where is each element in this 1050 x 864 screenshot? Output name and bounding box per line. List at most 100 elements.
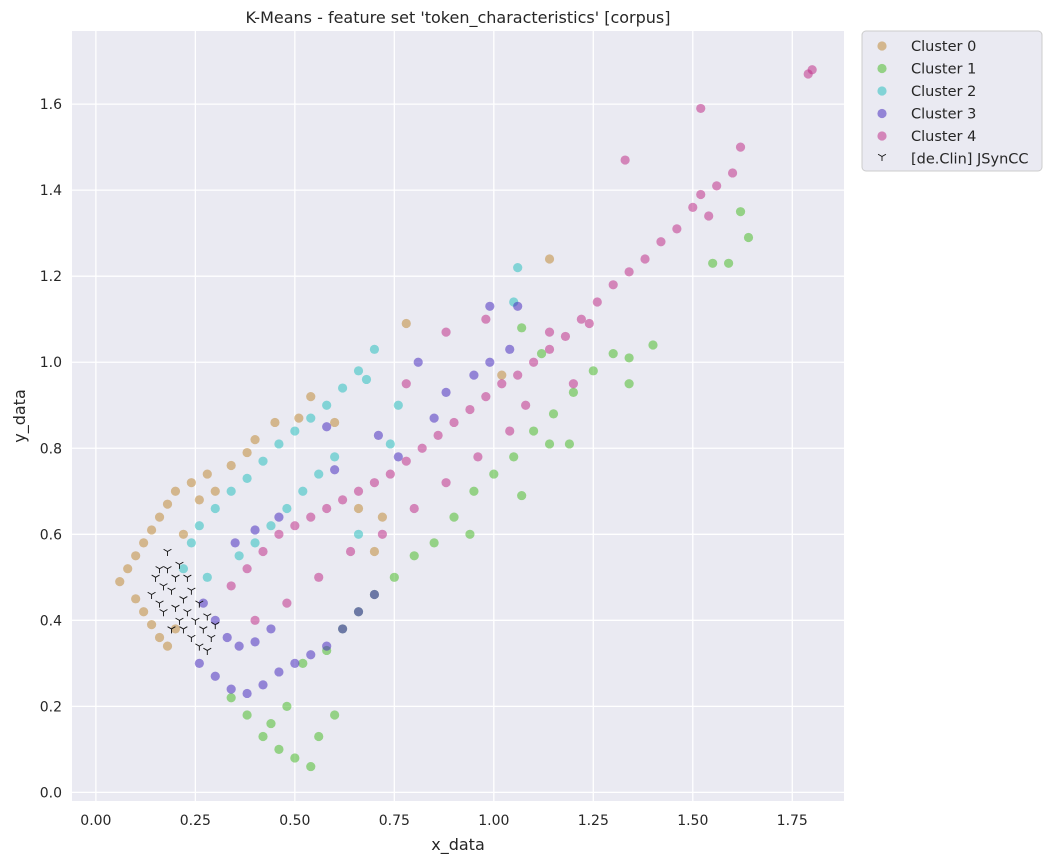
data-point [207,634,216,643]
data-point [258,456,268,466]
data-point [529,426,539,436]
data-point [513,301,523,311]
data-point [170,486,181,496]
data-point [250,615,260,625]
data-point [735,142,746,152]
data-point [306,413,316,423]
data-point [353,607,364,617]
data-point [568,387,579,397]
chart-title: K-Means - feature set 'token_characteris… [245,8,670,28]
data-point [401,318,411,329]
data-point [529,357,539,367]
data-point [688,202,698,212]
data-point [696,103,706,114]
data-point [322,641,332,651]
data-point [322,503,332,514]
legend-label: Cluster 0 [911,39,976,55]
data-point [183,574,192,582]
data-point [186,538,196,548]
legend-label: Cluster 4 [911,129,976,145]
data-point [807,65,817,75]
legend-marker [877,63,887,74]
data-point [290,426,300,436]
data-point [648,340,658,350]
data-point [151,574,160,582]
data-point [314,572,324,582]
data-point [353,529,364,539]
data-point [183,609,192,617]
data-point [337,624,348,634]
data-point [178,529,189,539]
y-tick-label: 1.4 [40,183,62,199]
data-point [568,379,579,389]
data-point [584,318,594,329]
data-point [234,551,244,561]
x-tick-label: 1.75 [777,813,808,829]
data-point [274,744,284,754]
data-point [258,546,268,557]
data-point [123,564,133,574]
data-point [306,761,316,772]
data-point [337,495,348,505]
data-point [369,344,380,354]
data-point [226,581,236,591]
legend-marker [877,153,887,161]
data-point [171,604,180,612]
series-2 [178,262,523,582]
data-point [154,632,165,643]
data-point [230,538,240,548]
data-point [373,430,384,440]
data-point [274,439,284,449]
data-point [274,667,284,677]
data-point [330,465,340,475]
data-point [290,658,300,668]
plot-background [72,31,844,801]
data-point [242,710,252,720]
data-point [377,512,387,522]
data-point [353,366,364,376]
data-point [290,521,300,531]
data-point [250,538,260,548]
data-point [314,469,324,479]
data-point [195,643,204,651]
data-point [203,613,212,621]
data-point [485,301,495,311]
data-point [330,417,340,428]
data-point [712,181,722,191]
data-point [186,478,196,488]
data-point [576,314,586,324]
x-tick-label: 1.25 [578,813,609,829]
data-point [242,688,252,699]
data-point [353,503,364,514]
data-point [155,566,164,574]
data-point [465,529,475,539]
data-point [226,693,236,703]
data-point [330,452,340,462]
data-point [314,731,324,742]
series-0 [115,254,555,651]
data-point [385,439,395,449]
data-point [544,439,555,449]
data-point [385,469,395,479]
data-point [282,503,292,514]
data-point [187,634,196,643]
series-4 [226,65,817,625]
data-point [473,452,483,462]
y-tick-label: 1.6 [40,97,62,113]
data-point [409,503,419,514]
data-point [417,443,427,453]
data-point [198,598,208,608]
data-point [139,607,149,617]
data-point [266,624,276,634]
data-point [393,452,403,462]
data-point [306,512,316,522]
data-point [608,280,618,290]
data-point [131,594,141,604]
data-point [266,521,276,531]
legend-label: [de.Clin] JSynCC [911,152,1029,168]
data-point [389,572,399,582]
y-tick-labels: 0.0 0.2 0.4 0.6 0.8 1.0 1.2 1.4 1.6 [40,97,62,801]
y-tick-label: 0.2 [40,699,62,715]
data-point [322,422,332,432]
data-point [194,521,204,531]
